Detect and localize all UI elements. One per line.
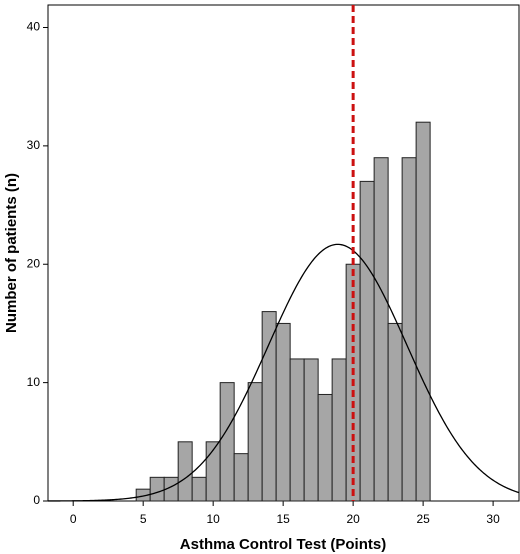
x-tick-label: 20 [346, 512, 360, 526]
bar [191, 476, 207, 502]
bar [387, 322, 403, 502]
y-axis-title: Number of patients (n) [3, 173, 20, 333]
x-tick-label: 25 [416, 512, 430, 526]
bar [233, 453, 249, 502]
x-tick-label: 0 [70, 512, 77, 526]
y-tick-label: 30 [27, 138, 41, 152]
bar [401, 157, 417, 502]
x-tick-label: 15 [276, 512, 290, 526]
normal-curve [48, 243, 520, 502]
bar [303, 358, 319, 502]
bar [415, 121, 431, 502]
bar [373, 157, 389, 502]
x-tick-label: 10 [206, 512, 220, 526]
bar [261, 311, 277, 502]
y-tick-label: 40 [27, 20, 41, 34]
bar [219, 382, 235, 502]
bar [317, 393, 333, 502]
bar [149, 476, 165, 502]
bar [247, 382, 263, 502]
bar [289, 358, 305, 502]
y-tick-label: 0 [33, 493, 40, 507]
bar [275, 322, 291, 502]
x-tick-label: 5 [140, 512, 147, 526]
y-tick-label: 10 [27, 375, 41, 389]
y-tick-label: 20 [27, 256, 41, 270]
x-axis-title: Asthma Control Test (Points) [180, 536, 386, 553]
bar [331, 358, 347, 502]
x-tick-label: 30 [486, 512, 500, 526]
bar [177, 441, 193, 502]
bar [359, 180, 375, 502]
